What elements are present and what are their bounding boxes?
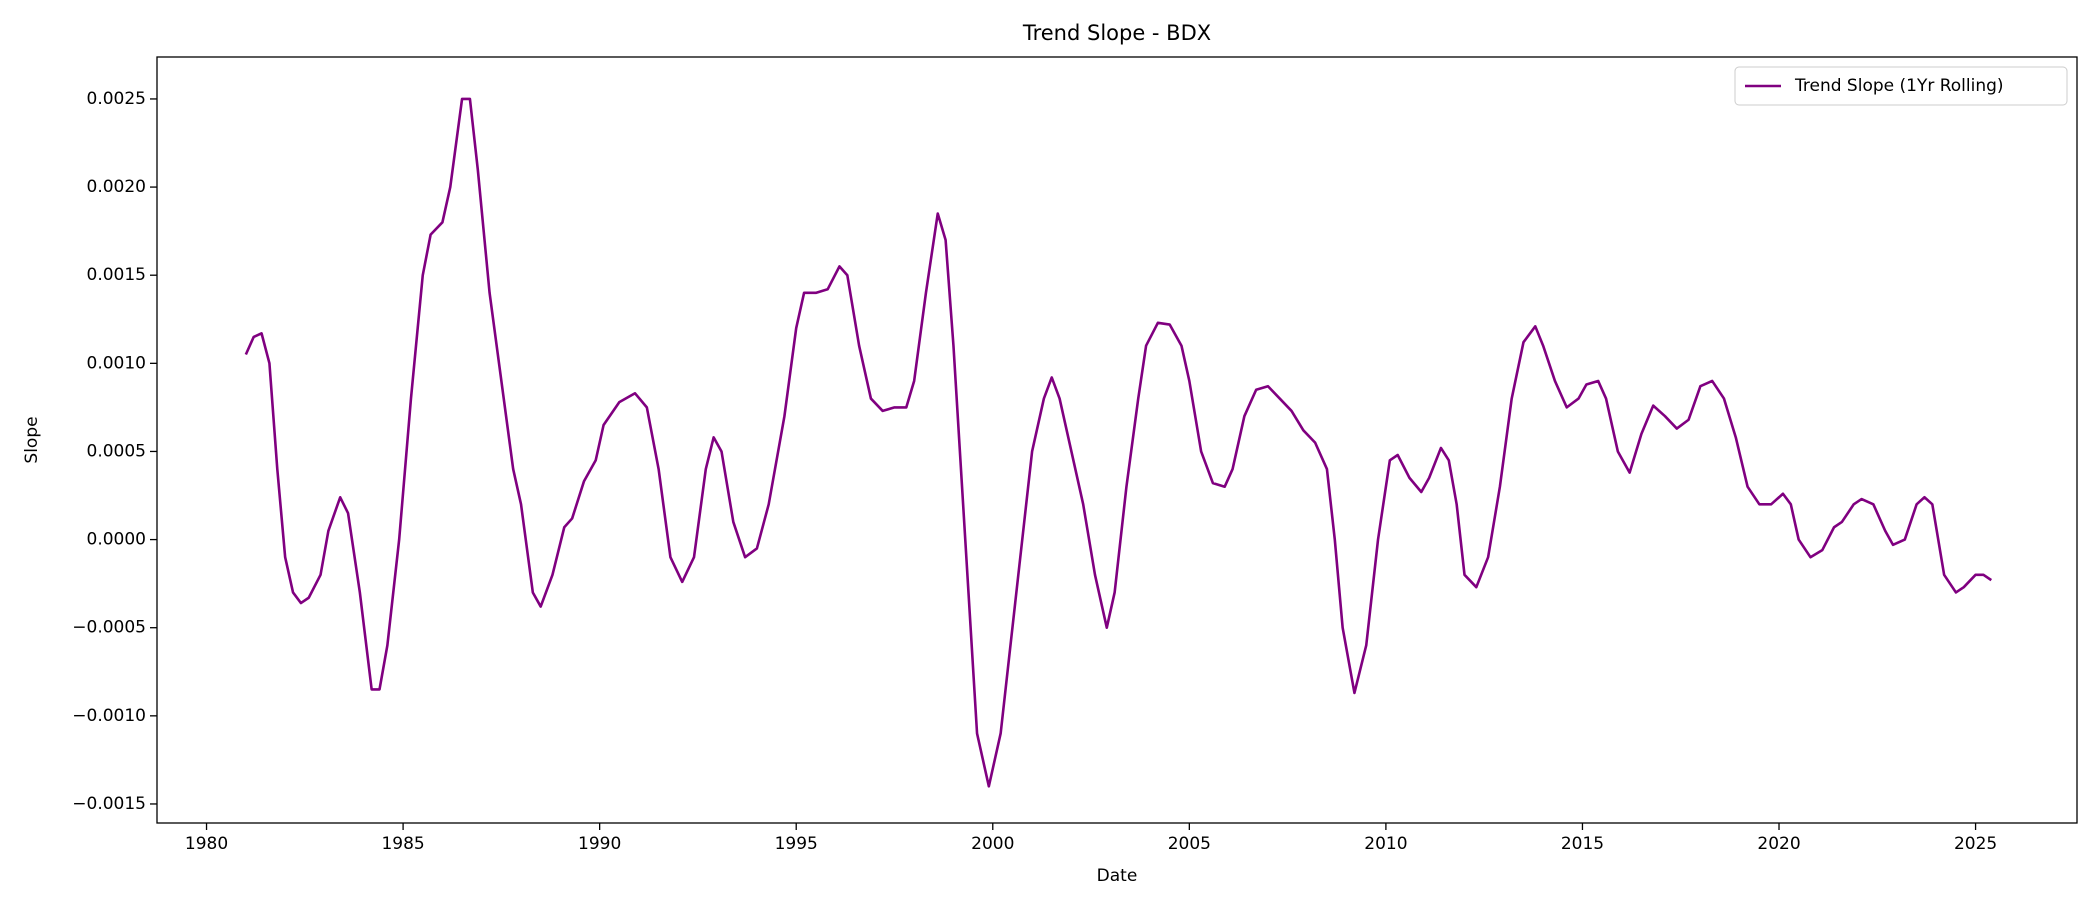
x-tick-label: 2015 [1561, 834, 1604, 854]
y-tick-label: −0.0005 [72, 618, 146, 638]
x-tick-label: 1995 [775, 834, 818, 854]
plot-frame [156, 56, 2078, 824]
y-tick-label: 0.0000 [87, 530, 146, 550]
y-tick-label: −0.0010 [72, 706, 146, 726]
y-axis-label: Slope [22, 416, 42, 463]
x-tick-label: 2000 [971, 834, 1014, 854]
x-tick-label: 1980 [185, 834, 228, 854]
x-tick-label: 1985 [381, 834, 424, 854]
x-tick-label: 2005 [1168, 834, 1211, 854]
x-tick-label: 2025 [1954, 834, 1997, 854]
y-tick-label: 0.0020 [87, 177, 146, 197]
data-line [244, 97, 1993, 788]
chart-title: Trend Slope - BDX [1022, 21, 1211, 45]
y-tick-label: −0.0015 [72, 794, 146, 814]
legend-label: Trend Slope (1Yr Rolling) [1794, 76, 2004, 96]
y-tick-label: 0.0005 [87, 441, 146, 461]
x-tick-label: 1990 [578, 834, 621, 854]
x-tick-label: 2020 [1757, 834, 1800, 854]
legend-box [1734, 66, 2068, 106]
x-axis-label: Date [1097, 866, 1138, 886]
y-tick-label: 0.0015 [87, 265, 146, 285]
x-tick-label: 2010 [1364, 834, 1407, 854]
y-tick-label: 0.0025 [87, 89, 146, 109]
y-tick-label: 0.0010 [87, 353, 146, 373]
